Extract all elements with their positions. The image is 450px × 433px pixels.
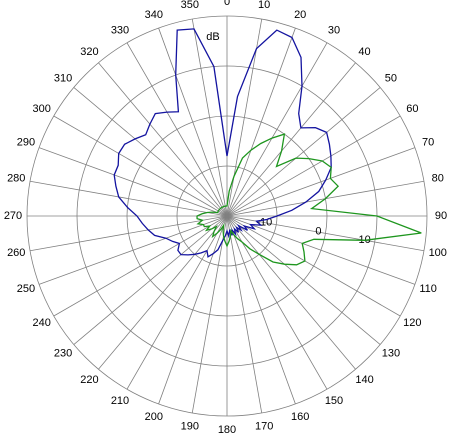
theta-tick-label: 0 xyxy=(224,0,230,8)
theta-tick-label: 80 xyxy=(432,173,444,185)
theta-tick-label: 280 xyxy=(7,173,25,185)
r-axis-label: dB xyxy=(206,31,219,43)
theta-tick-label: 150 xyxy=(325,395,343,407)
theta-tick-label: 30 xyxy=(328,25,340,37)
theta-tick-label: 220 xyxy=(80,374,98,386)
theta-tick-label: 90 xyxy=(435,210,447,222)
theta-tick-label: 40 xyxy=(358,46,370,58)
theta-tick-label: 210 xyxy=(111,395,129,407)
theta-tick-label: 180 xyxy=(218,424,236,433)
theta-tick-label: 270 xyxy=(4,210,22,222)
theta-tick-label: 340 xyxy=(145,9,163,21)
pattern-line xyxy=(196,133,422,266)
theta-tick-label: 290 xyxy=(17,137,35,149)
theta-tick-label: 190 xyxy=(181,421,199,433)
theta-tick-label: 240 xyxy=(32,317,50,329)
theta-tick-label: 100 xyxy=(429,247,447,259)
theta-tick-label: 260 xyxy=(7,247,25,259)
theta-tick-label: 20 xyxy=(294,9,306,21)
theta-tick-label: 130 xyxy=(382,347,400,359)
theta-tick-label: 310 xyxy=(54,72,72,84)
theta-tick-label: 70 xyxy=(422,137,434,149)
theta-tick-label: 110 xyxy=(419,283,437,295)
outer-ring xyxy=(26,15,428,417)
theta-tick-label: 330 xyxy=(111,25,129,37)
theta-tick-label: 50 xyxy=(385,72,397,84)
theta-tick-label: 320 xyxy=(80,46,98,58)
theta-tick-label: 140 xyxy=(355,374,373,386)
theta-tick-label: 350 xyxy=(181,0,199,11)
ring xyxy=(126,115,328,317)
theta-tick-label: 200 xyxy=(145,411,163,423)
pattern-line xyxy=(113,28,332,258)
theta-tick-label: 170 xyxy=(255,421,273,433)
theta-tick-label: 300 xyxy=(32,103,50,115)
theta-tick-label: 10 xyxy=(258,0,270,11)
theta-tick-label: 60 xyxy=(406,103,418,115)
theta-tick-label: 230 xyxy=(54,347,72,359)
theta-tick-label: 250 xyxy=(17,283,35,295)
r-tick-label: 0 xyxy=(315,225,321,237)
theta-tick-label: 160 xyxy=(291,411,309,423)
theta-tick-label: 120 xyxy=(403,317,421,329)
